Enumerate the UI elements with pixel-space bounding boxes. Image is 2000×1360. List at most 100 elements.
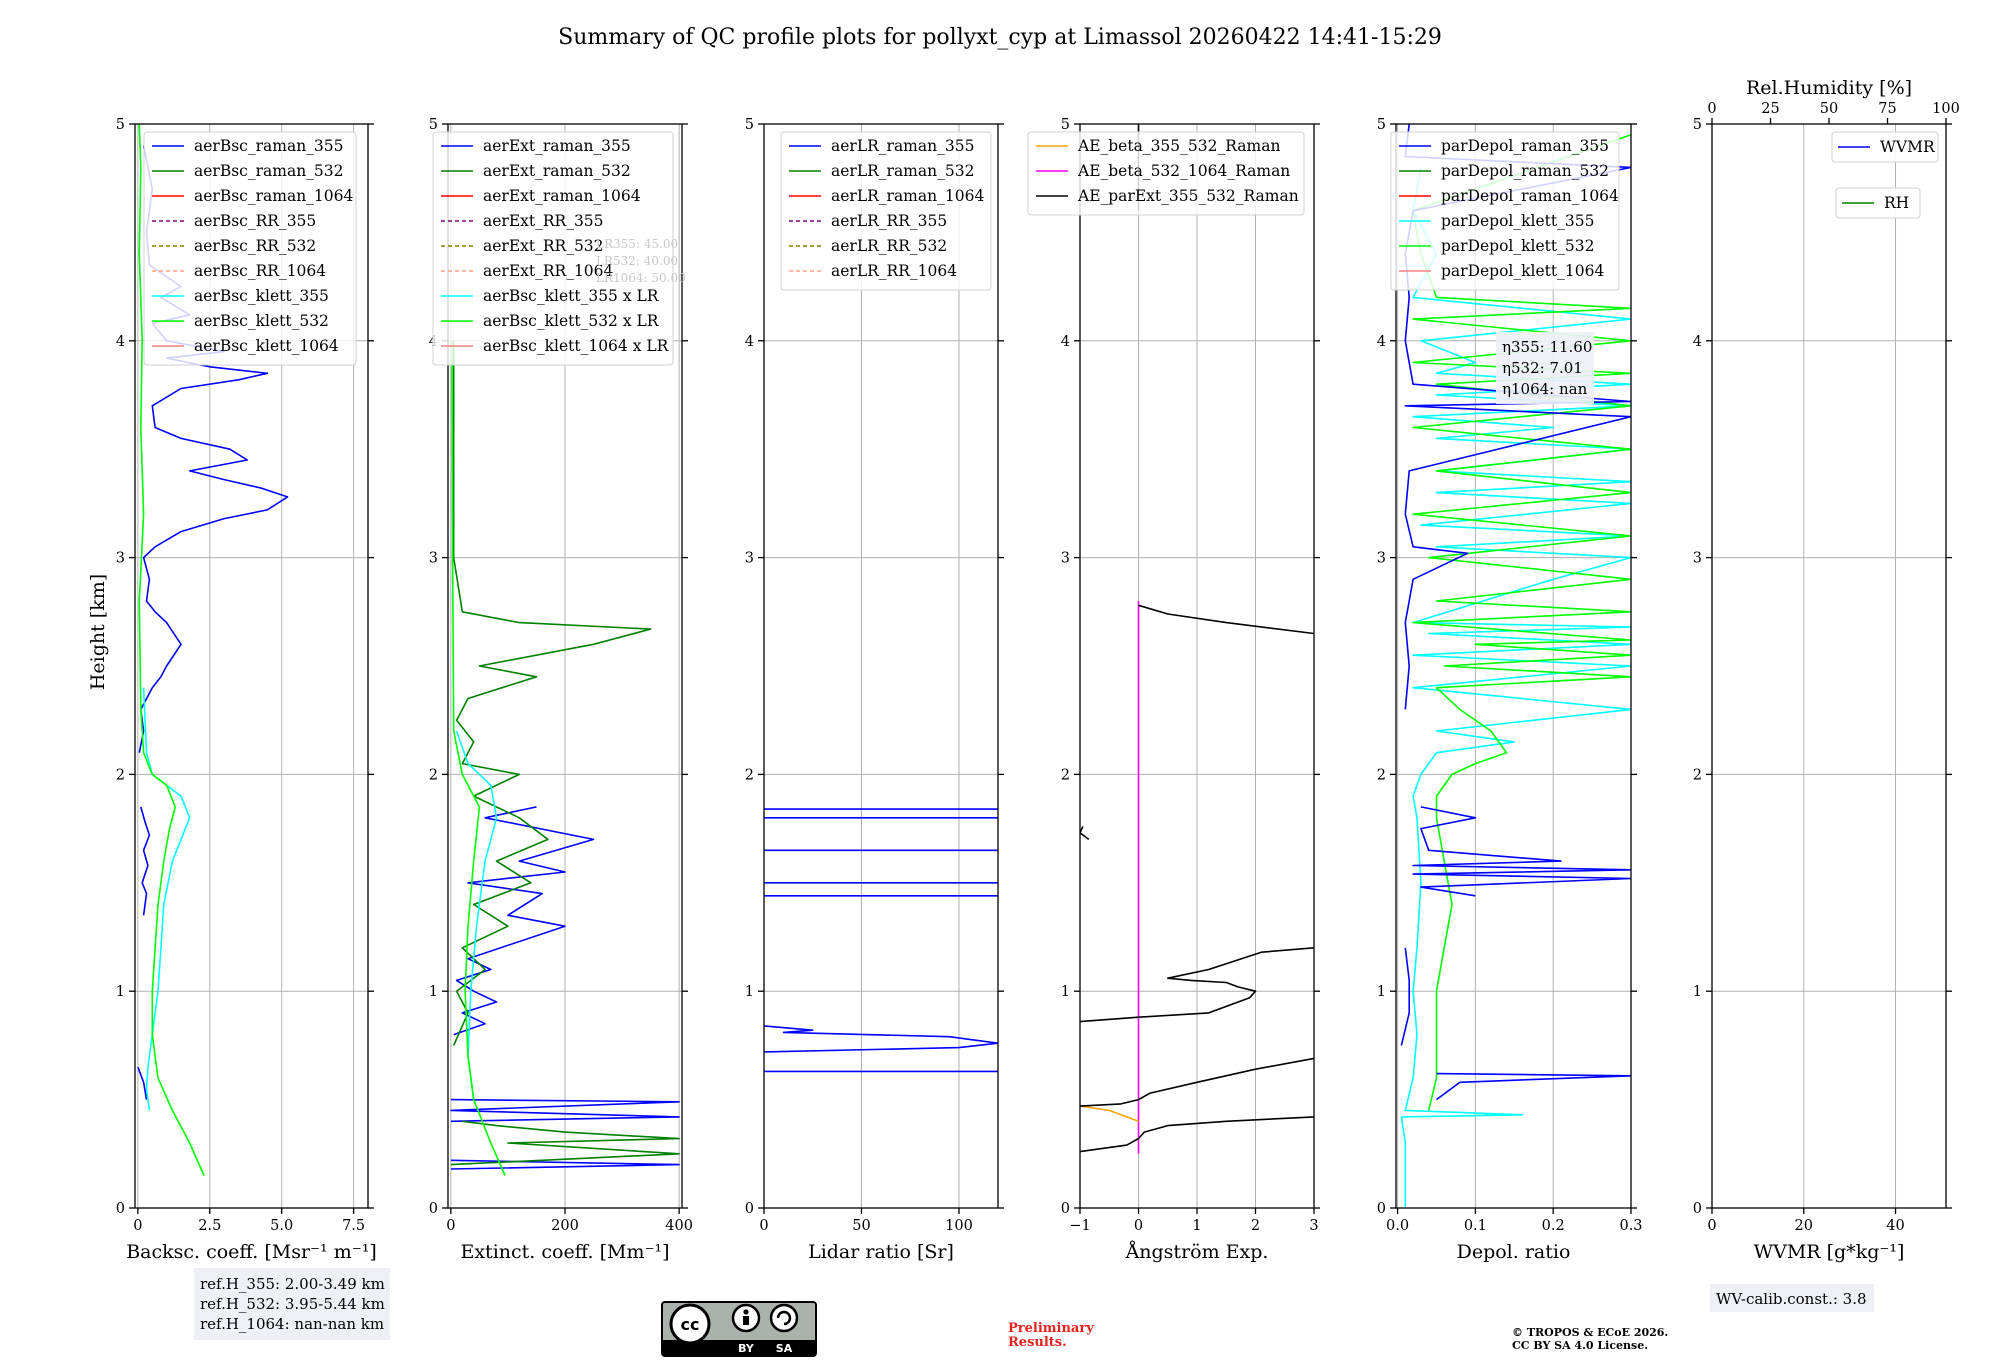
x-axis-label-lr: Lidar ratio [Sr] bbox=[808, 1241, 954, 1263]
wv-calib-box-bg bbox=[1710, 1284, 1874, 1312]
x-tick-label-depol-1: 0.1 bbox=[1464, 1218, 1487, 1234]
legend-label-aerExt_RR_532: aerExt_RR_532 bbox=[483, 237, 604, 255]
y-tick-label-ae-4: 4 bbox=[1061, 334, 1070, 350]
legend-label-aerBsc_raman_355: aerBsc_raman_355 bbox=[194, 137, 344, 155]
x-tick-label-ae-4: 3 bbox=[1309, 1218, 1318, 1234]
x-tick-label-wv-0: 0 bbox=[1707, 1218, 1716, 1234]
legend-label-aerExt_raman_532: aerExt_raman_532 bbox=[483, 162, 631, 180]
legend-label-parDepol_raman_1064: parDepol_raman_1064 bbox=[1441, 187, 1619, 205]
y-tick-label-bsc-2: 2 bbox=[116, 767, 125, 783]
legend-box-depol bbox=[1390, 131, 1620, 291]
series-aerBsc_raman_355-0 bbox=[137, 1066, 148, 1100]
lr-note-0: LR355: 45.00 bbox=[596, 237, 678, 251]
wv-calib-constant: WV-calib.const.: 3.8 bbox=[1716, 1290, 1867, 1308]
y-tick-label-depol-1: 1 bbox=[1377, 984, 1386, 1000]
y-tick-label-depol-4: 4 bbox=[1377, 334, 1386, 350]
legend-label-AE_parExt_355_532_Raman: AE_parExt_355_532_Raman bbox=[1077, 187, 1299, 205]
legend-box-RH bbox=[1835, 187, 1921, 219]
top-tick-label-1: 25 bbox=[1761, 101, 1779, 117]
legend-label-aerBsc_klett_532: aerBsc_klett_532 bbox=[194, 312, 329, 330]
lr-note-2: LR1064: 50.00 bbox=[596, 271, 686, 285]
ref-height-box: ref.H_355: 2.00-3.49 km ref.H_532: 3.95-… bbox=[194, 1268, 390, 1340]
cc-icon-text: cc bbox=[681, 1315, 700, 1334]
panel-wv: 0 20 40 0 1 2 3 4 5 WVMR [g*kg⁻¹] 0 25 50 75 100 Rel.Hu… bbox=[1693, 77, 1960, 1263]
cc-badge-bar bbox=[663, 1340, 815, 1355]
x-tick-label-ext-2: 400 bbox=[665, 1218, 693, 1234]
figure-title: Summary of QC profile plots for pollyxt_… bbox=[558, 25, 1442, 50]
legend-label-aerExt_RR_1064: aerExt_RR_1064 bbox=[483, 262, 614, 280]
y-tick-label-wv-5: 5 bbox=[1693, 117, 1702, 133]
x-axis-label-bsc: Backsc. coeff. [Msr⁻¹ m⁻¹] bbox=[126, 1241, 377, 1263]
panel-bsc: 0 2.5 5.0 7.5 0 1 2 3 4 5 Backsc. coeff. [Msr⁻¹ m⁻… bbox=[116, 117, 377, 1263]
legend-label-AE_beta_532_1064_Raman: AE_beta_532_1064_Raman bbox=[1077, 162, 1290, 180]
x-tick-label-lr-1: 50 bbox=[852, 1218, 870, 1234]
legend-label-WVMR: WVMR bbox=[1880, 138, 1936, 156]
y-tick-label-depol-2: 2 bbox=[1377, 767, 1386, 783]
legend-ext: aerExt_raman_355 aerExt_raman_532 aerExt_r… bbox=[432, 131, 674, 366]
eta-value-0: η355: 11.60 bbox=[1502, 338, 1592, 356]
y-tick-label-wv-4: 4 bbox=[1693, 334, 1702, 350]
x-tick-label-ae-3: 2 bbox=[1251, 1218, 1260, 1234]
series-aerBsc_klett_355-3 bbox=[142, 687, 191, 1111]
series-aerExt_raman_355-1 bbox=[450, 1098, 680, 1123]
legend-box-bsc bbox=[143, 131, 357, 366]
legend-label-parDepol_raman_532: parDepol_raman_532 bbox=[1441, 162, 1609, 180]
series-group-ext bbox=[450, 340, 680, 1176]
legend-label-aerLR_raman_1064: aerLR_raman_1064 bbox=[831, 187, 984, 205]
panel-ext: 0200400012345Extinct. coeff. [Mm⁻¹]aerEx… bbox=[429, 117, 693, 1263]
y-tick-label-ae-0: 0 bbox=[1061, 1201, 1070, 1217]
legend-wv: WVMR RH bbox=[1831, 131, 1939, 219]
series-aerBsc_klett_532-4 bbox=[138, 124, 205, 1176]
legend-box-lr bbox=[780, 131, 992, 291]
legend-label-parDepol_klett_532: parDepol_klett_532 bbox=[1441, 237, 1594, 255]
axes-frame-depol bbox=[1395, 123, 1632, 1209]
series-aerLR_raman_355-1 bbox=[764, 1025, 998, 1053]
y-tick-label-ext-1: 1 bbox=[429, 984, 438, 1000]
copyright-line-2: CC BY SA 4.0 License. bbox=[1512, 1339, 1648, 1352]
legend-label-aerBsc_klett_1064: aerBsc_klett_1064 bbox=[194, 337, 339, 355]
x-tick-label-bsc-3: 7.5 bbox=[342, 1218, 365, 1234]
y-tick-label-bsc-5: 5 bbox=[116, 117, 125, 133]
y-axis-label: Height [km] bbox=[87, 574, 109, 690]
y-tick-label-lr-5: 5 bbox=[745, 117, 754, 133]
y-tick-label-ae-3: 3 bbox=[1061, 551, 1070, 567]
series-parDepol_klett_355-0 bbox=[1400, 167, 1631, 1208]
legend-label-RH: RH bbox=[1884, 194, 1909, 212]
legend-box-WVMR bbox=[1831, 131, 1939, 163]
legend-label-aerBsc_RR_1064: aerBsc_RR_1064 bbox=[194, 262, 326, 280]
y-tick-label-ae-1: 1 bbox=[1061, 984, 1070, 1000]
y-tick-label-bsc-1: 1 bbox=[116, 984, 125, 1000]
x-tick-label-bsc-1: 2.5 bbox=[198, 1218, 221, 1234]
y-tick-label-lr-3: 3 bbox=[745, 551, 754, 567]
sa-arrow-icon bbox=[776, 1310, 792, 1326]
legend-label-aerBsc_klett_355 x LR: aerBsc_klett_355 x LR bbox=[483, 287, 660, 305]
by-label: BY bbox=[738, 1342, 755, 1355]
legend-label-aerBsc_raman_532: aerBsc_raman_532 bbox=[194, 162, 344, 180]
eta-box bbox=[1496, 332, 1594, 404]
legend-depol: parDepol_raman_355 parDepol_raman_532 parD… bbox=[1390, 131, 1620, 291]
series-AE_parExt_355_532_Raman-4 bbox=[1080, 947, 1314, 1023]
y-tick-label-ae-2: 2 bbox=[1061, 767, 1070, 783]
legend-label-parDepol_raman_355: parDepol_raman_355 bbox=[1441, 137, 1609, 155]
y-tick-label-lr-1: 1 bbox=[745, 984, 754, 1000]
series-aerBsc_klett_355 x LR-5 bbox=[455, 730, 498, 1100]
legend-label-parDepol_klett_355: parDepol_klett_355 bbox=[1441, 212, 1594, 230]
y-tick-label-bsc-0: 0 bbox=[116, 1201, 125, 1217]
top-tick-label-0: 0 bbox=[1707, 101, 1716, 117]
axes-frame-bsc bbox=[134, 123, 369, 1209]
x-tick-label-depol-0: 0.0 bbox=[1386, 1218, 1409, 1234]
copyright-line-1: © TROPOS & ECoE 2026. bbox=[1512, 1326, 1668, 1339]
lr-note-1: LR532: 40.00 bbox=[596, 254, 678, 268]
legend-label-aerBsc_raman_1064: aerBsc_raman_1064 bbox=[194, 187, 354, 205]
y-tick-label-wv-0: 0 bbox=[1693, 1201, 1702, 1217]
y-tick-label-wv-1: 1 bbox=[1693, 984, 1702, 1000]
legend-label-aerBsc_klett_1064 x LR: aerBsc_klett_1064 x LR bbox=[483, 337, 670, 355]
legend-label-aerBsc_klett_532 x LR: aerBsc_klett_532 x LR bbox=[483, 312, 660, 330]
legend-lr: aerLR_raman_355 aerLR_raman_532 aerLR_rama… bbox=[780, 131, 992, 291]
y-tick-label-depol-3: 3 bbox=[1377, 551, 1386, 567]
y-tick-label-ae-5: 5 bbox=[1061, 117, 1070, 133]
x-tick-label-bsc-0: 0 bbox=[133, 1218, 142, 1234]
x-axis-label-ae: Ångström Exp. bbox=[1125, 1241, 1269, 1263]
legend-label-AE_beta_355_532_Raman: AE_beta_355_532_Raman bbox=[1077, 137, 1280, 155]
